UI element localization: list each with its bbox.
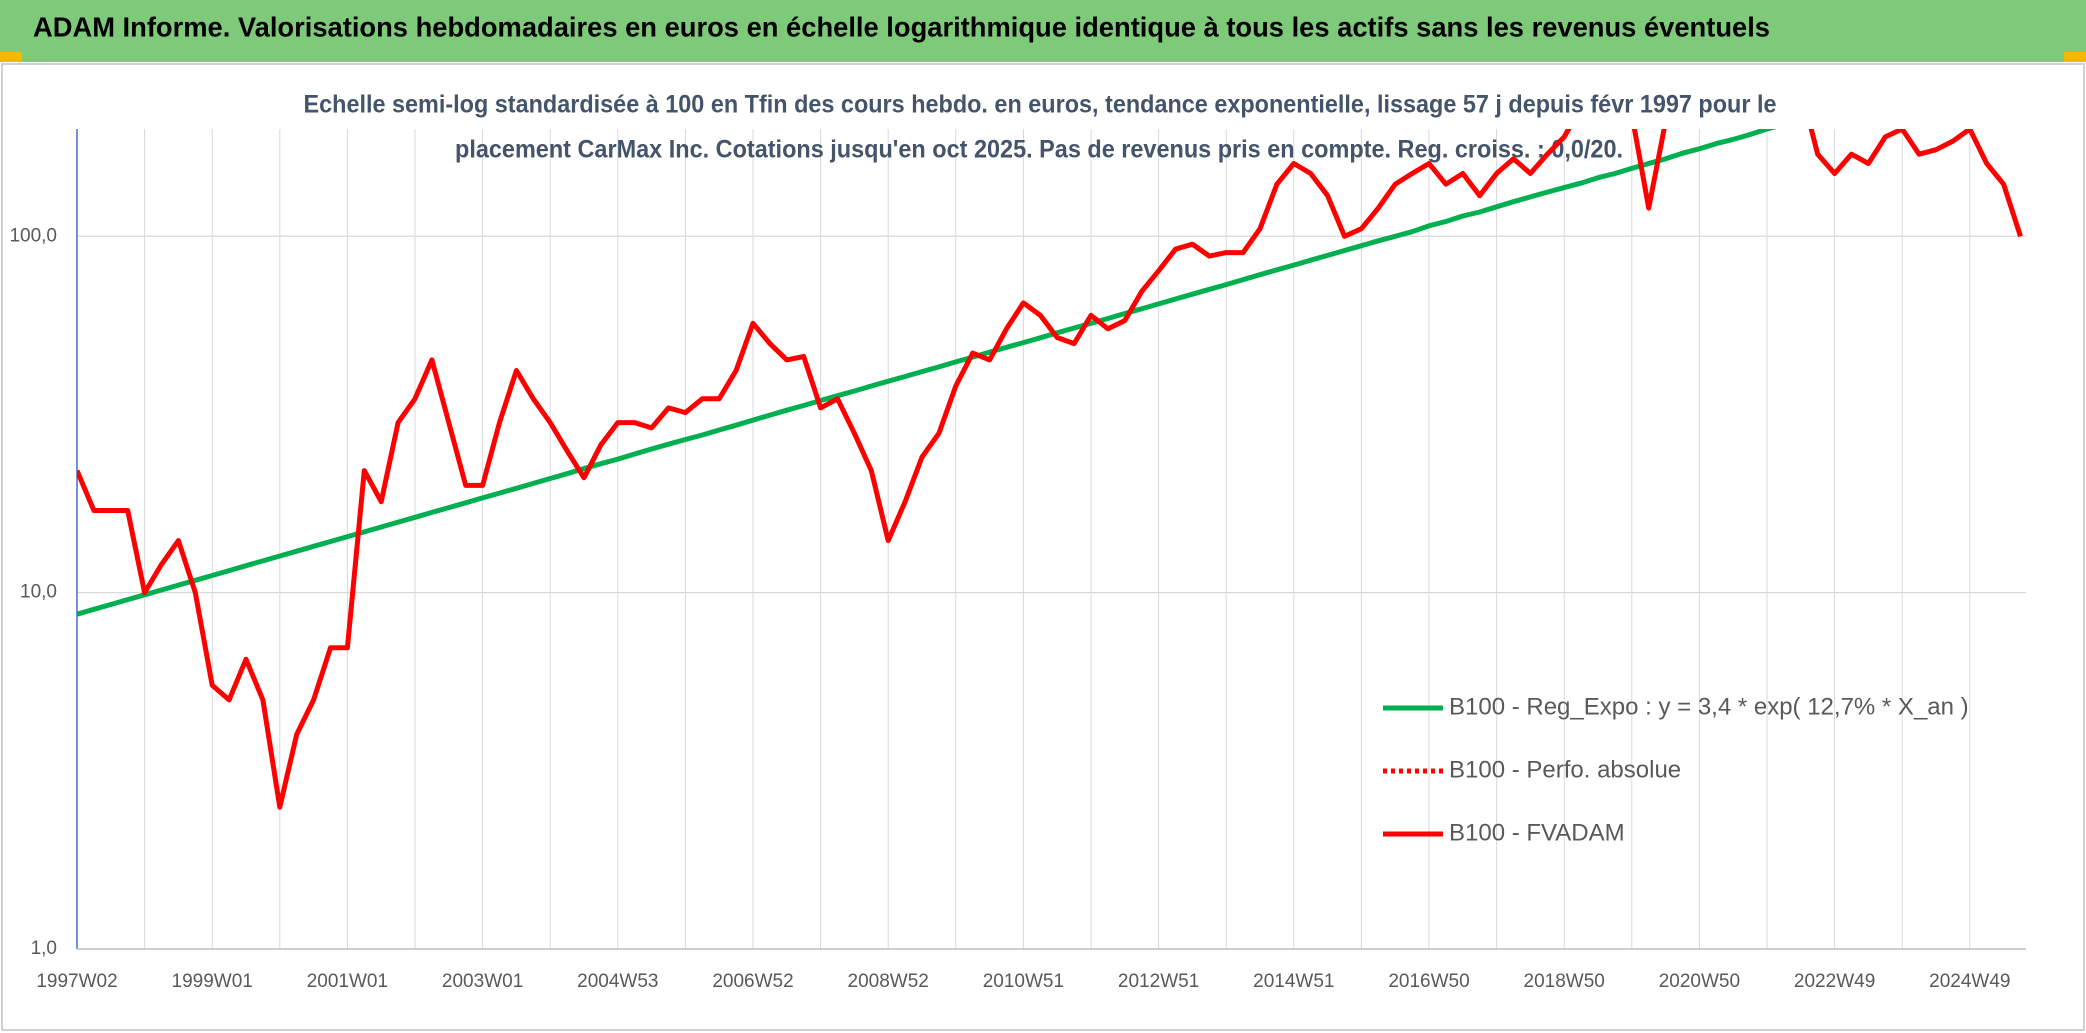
x-tick-label: 2024W49 (1929, 971, 2010, 992)
x-tick-label: 1997W02 (36, 971, 117, 992)
y-tick-label: 10,0 (20, 582, 57, 603)
x-tick-label: 2004W53 (577, 971, 658, 992)
corner (0, 52, 22, 62)
y-tick-label: 1,0 (31, 938, 57, 959)
x-tick-label: 2008W52 (848, 971, 929, 992)
chart-title: ADAM Informe. Valorisations hebdomadaire… (33, 11, 1770, 42)
x-tick-label: 2018W50 (1524, 971, 1605, 992)
x-tick-label: 2022W49 (1794, 971, 1875, 992)
series-group (77, 129, 2023, 810)
header-bar (0, 0, 2086, 62)
legend-label: B100 - Reg_Expo : y = 3,4 * exp( 12,7% *… (1449, 693, 1969, 720)
corner (2064, 52, 2086, 62)
series-line (77, 129, 1777, 617)
x-tick-label: 2003W01 (442, 971, 523, 992)
plot-area (76, 129, 2026, 950)
y-tick-label: 100,0 (9, 225, 57, 246)
frame (1, 63, 2085, 1031)
x-tick-label: 2012W51 (1118, 971, 1199, 992)
chart-subtitle: Echelle semi-log standardisée à 100 en T… (304, 91, 1777, 119)
x-tick-label: 2020W50 (1659, 971, 1740, 992)
x-tick-label: 2006W52 (712, 971, 793, 992)
x-tick-label: 2001W01 (307, 971, 388, 992)
x-tick-label: 1999W01 (172, 971, 253, 992)
x-tick-label: 2014W51 (1253, 971, 1334, 992)
legend-label: B100 - Perfo. absolue (1449, 756, 1681, 783)
x-tick-label: 2010W51 (983, 971, 1064, 992)
chart-subtitle: placement CarMax Inc. Cotations jusqu'en… (455, 136, 1623, 164)
x-tick-label: 2016W50 (1388, 971, 1469, 992)
legend-label: B100 - FVADAM (1449, 819, 1625, 846)
series-line (77, 129, 2023, 810)
